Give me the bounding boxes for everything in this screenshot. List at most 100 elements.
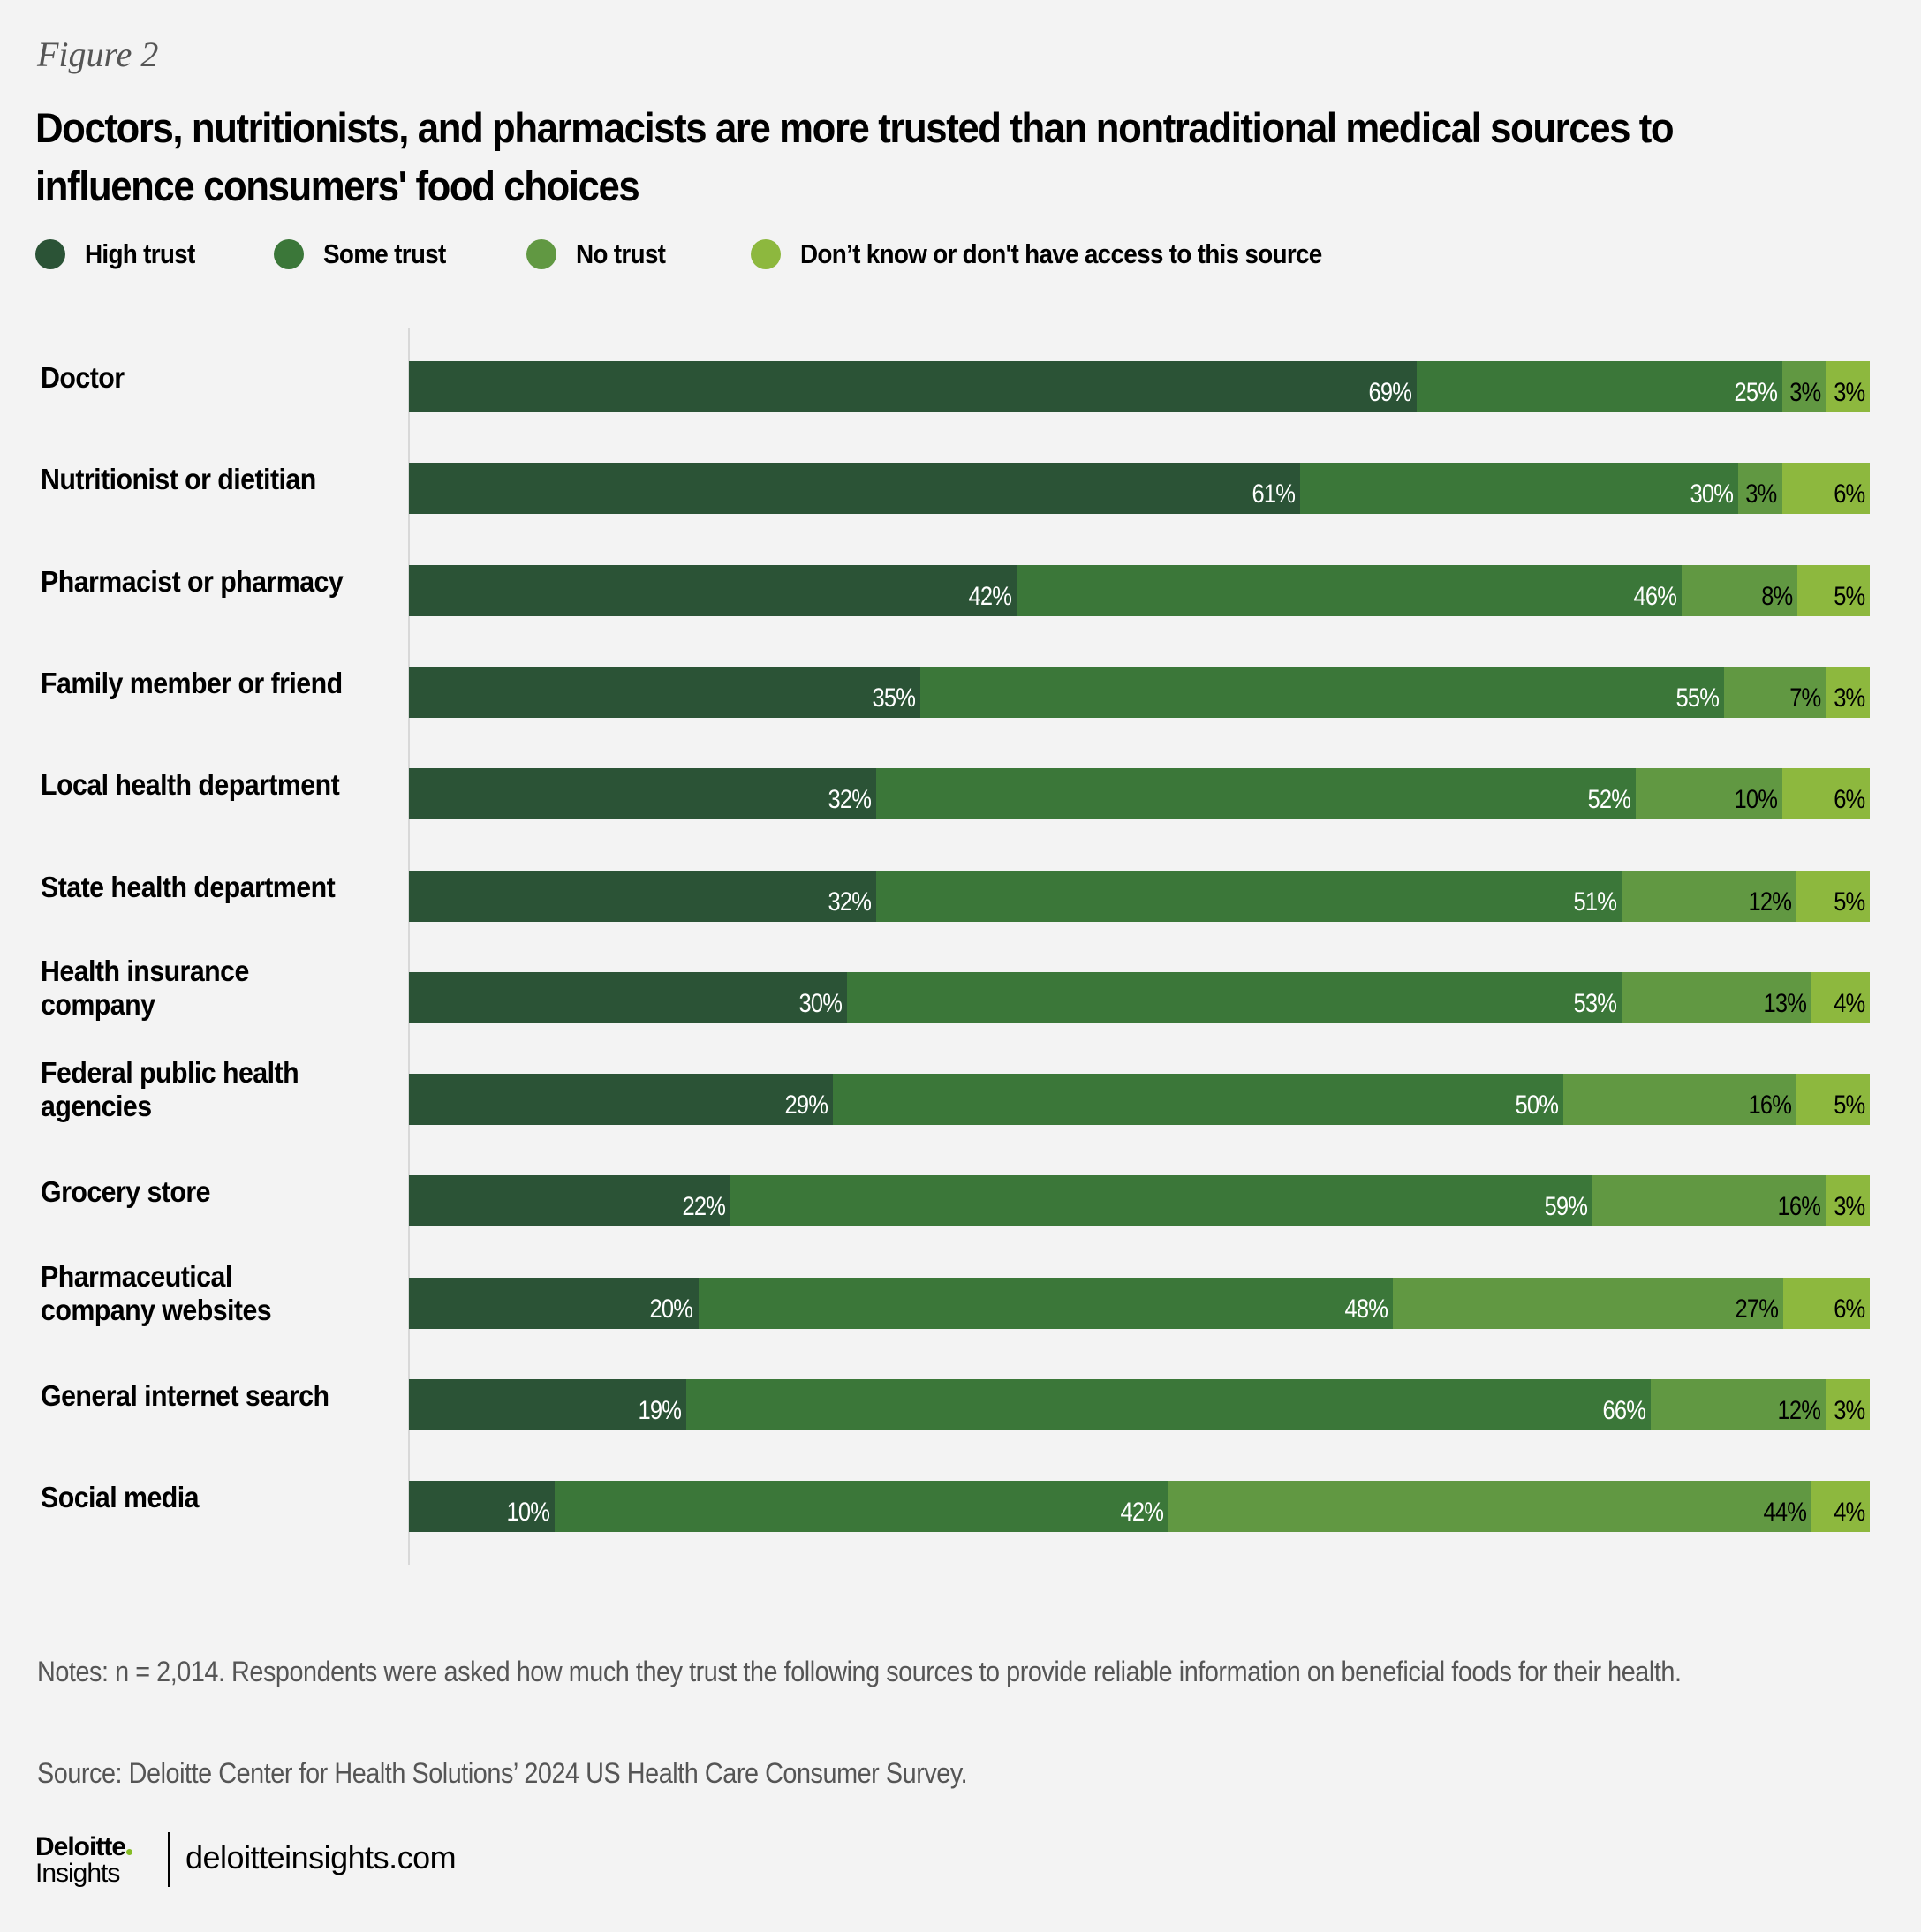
data-label: 12%: [1777, 1396, 1821, 1425]
category-label-line: Social media: [41, 1481, 200, 1514]
bar-segment: 16%: [1592, 1175, 1826, 1227]
bar-segment: 3%: [1826, 1379, 1870, 1430]
data-label: 61%: [1252, 479, 1295, 509]
bar-segment: 30%: [409, 971, 848, 1023]
bar-segment: 10%: [409, 1481, 556, 1533]
data-label: 16%: [1748, 1091, 1792, 1121]
bar-row: 29% 50% 16% 5%: [409, 1074, 1870, 1126]
data-label: 4%: [1833, 988, 1865, 1018]
data-label: 29%: [784, 1091, 828, 1121]
bar-row: 61% 30% 3% 6%: [409, 463, 1870, 515]
data-label: 3%: [1833, 1192, 1865, 1222]
legend-swatch-icon: [526, 239, 556, 269]
bar-segment: 5%: [1797, 564, 1870, 616]
bar-segment: 20%: [409, 1277, 699, 1329]
data-label: 55%: [1675, 683, 1719, 713]
bar-row: 19% 66% 12% 3%: [409, 1379, 1870, 1430]
chart-title: Doctors, nutritionists, and pharmacists …: [35, 104, 1675, 209]
data-label: 52%: [1587, 785, 1631, 815]
bar-segment: 3%: [1826, 666, 1870, 718]
bar-segment: 35%: [409, 666, 920, 718]
bar-segment: 55%: [919, 666, 1724, 718]
bar-segment: 25%: [1417, 361, 1782, 412]
data-label: 32%: [828, 785, 872, 815]
bar-segment: 3%: [1738, 463, 1782, 515]
bar-row: 22% 59% 16% 3%: [409, 1175, 1870, 1227]
deloitte-logo: Deloitte: [35, 1832, 133, 1862]
logo-dot-icon: [126, 1849, 133, 1855]
legend-item: No trust: [526, 238, 675, 270]
category-label: Nutritionist or dietitian: [41, 462, 366, 497]
bar-segment: 4%: [1811, 1481, 1870, 1533]
category-label-line: Pharmaceutical: [41, 1259, 232, 1293]
category-label: General internet search: [41, 1378, 366, 1414]
data-label: 30%: [1690, 479, 1734, 509]
category-label: Federal public health agencies: [41, 1055, 366, 1124]
category-label-line: General internet search: [41, 1379, 329, 1412]
category-label: Family member or friend: [41, 666, 366, 701]
bar-segment: 3%: [1826, 1175, 1870, 1227]
data-label: 27%: [1735, 1294, 1778, 1324]
legend-swatch-icon: [274, 239, 304, 269]
category-label-line: Grocery store: [41, 1175, 211, 1209]
data-label: 20%: [650, 1294, 693, 1324]
data-label: 42%: [968, 581, 1011, 611]
footer-url-link[interactable]: deloitteinsights.com: [185, 1839, 457, 1875]
bar-segment: 69%: [409, 361, 1418, 412]
bar-segment: 16%: [1562, 1074, 1797, 1126]
data-label: 66%: [1602, 1396, 1645, 1425]
category-label-line: Health insurance: [41, 954, 249, 987]
legend-item: Don’t know or don't have access to this …: [751, 238, 1380, 270]
bar-segment: 29%: [409, 1074, 833, 1126]
legend-item: High trust: [35, 238, 207, 270]
data-label: 6%: [1833, 479, 1865, 509]
category-label-line: Doctor: [41, 361, 125, 394]
bar-segment: 3%: [1781, 361, 1826, 412]
figure-label: Figure 2: [37, 34, 159, 74]
bar-segment: 46%: [1016, 564, 1683, 616]
footer-divider: [168, 1832, 170, 1887]
bar-row: 10% 42% 44% 4%: [409, 1481, 1870, 1533]
data-label: 53%: [1573, 988, 1616, 1018]
bar-segment: 32%: [409, 870, 877, 922]
bar-segment: 5%: [1796, 870, 1870, 922]
bar-segment: 44%: [1168, 1481, 1811, 1533]
bar-segment: 3%: [1826, 361, 1870, 412]
data-label: 44%: [1763, 1498, 1806, 1528]
source-text: Source: Deloitte Center for Health Solut…: [37, 1757, 968, 1789]
data-label: 3%: [1745, 479, 1778, 509]
bar-row: 30% 53% 13% 4%: [409, 971, 1870, 1023]
legend-swatch-icon: [35, 239, 65, 269]
category-label: Doctor: [41, 360, 366, 396]
data-label: 51%: [1573, 887, 1616, 917]
bar-segment: 10%: [1636, 768, 1782, 820]
category-label-line: Nutritionist or dietitian: [41, 463, 316, 496]
bar-row: 69% 25% 3% 3%: [409, 361, 1870, 412]
data-label: 19%: [638, 1396, 682, 1425]
bar-segment: 30%: [1299, 463, 1739, 515]
data-label: 59%: [1544, 1192, 1587, 1222]
legend-label: No trust: [576, 238, 666, 269]
category-label-line: Family member or friend: [41, 666, 343, 699]
data-label: 30%: [798, 988, 843, 1018]
bar-segment: 42%: [555, 1481, 1169, 1533]
legend-swatch-icon: [751, 239, 781, 269]
legend-label: Don’t know or don't have access to this …: [800, 238, 1322, 269]
data-label: 5%: [1833, 887, 1865, 917]
bar-segment: 66%: [686, 1379, 1651, 1430]
bar-row: 20% 48% 27% 6%: [409, 1277, 1870, 1329]
logo-wordmark: Deloitte: [35, 1832, 126, 1861]
data-label: 3%: [1833, 378, 1865, 407]
category-label-line: Local health department: [41, 768, 340, 802]
bar-segment: 8%: [1682, 564, 1798, 616]
legend-label: Some trust: [323, 238, 446, 269]
data-label: 48%: [1344, 1294, 1388, 1324]
bar-segment: 51%: [876, 870, 1622, 922]
category-label-line: Federal public health: [41, 1056, 299, 1090]
data-label: 13%: [1763, 988, 1806, 1018]
category-label: Pharmacist or pharmacy: [41, 564, 366, 600]
bar-segment: 6%: [1782, 1277, 1870, 1329]
category-label-line: company websites: [41, 1293, 272, 1326]
data-label: 32%: [828, 887, 872, 917]
bar-row: 32% 51% 12% 5%: [409, 870, 1870, 922]
